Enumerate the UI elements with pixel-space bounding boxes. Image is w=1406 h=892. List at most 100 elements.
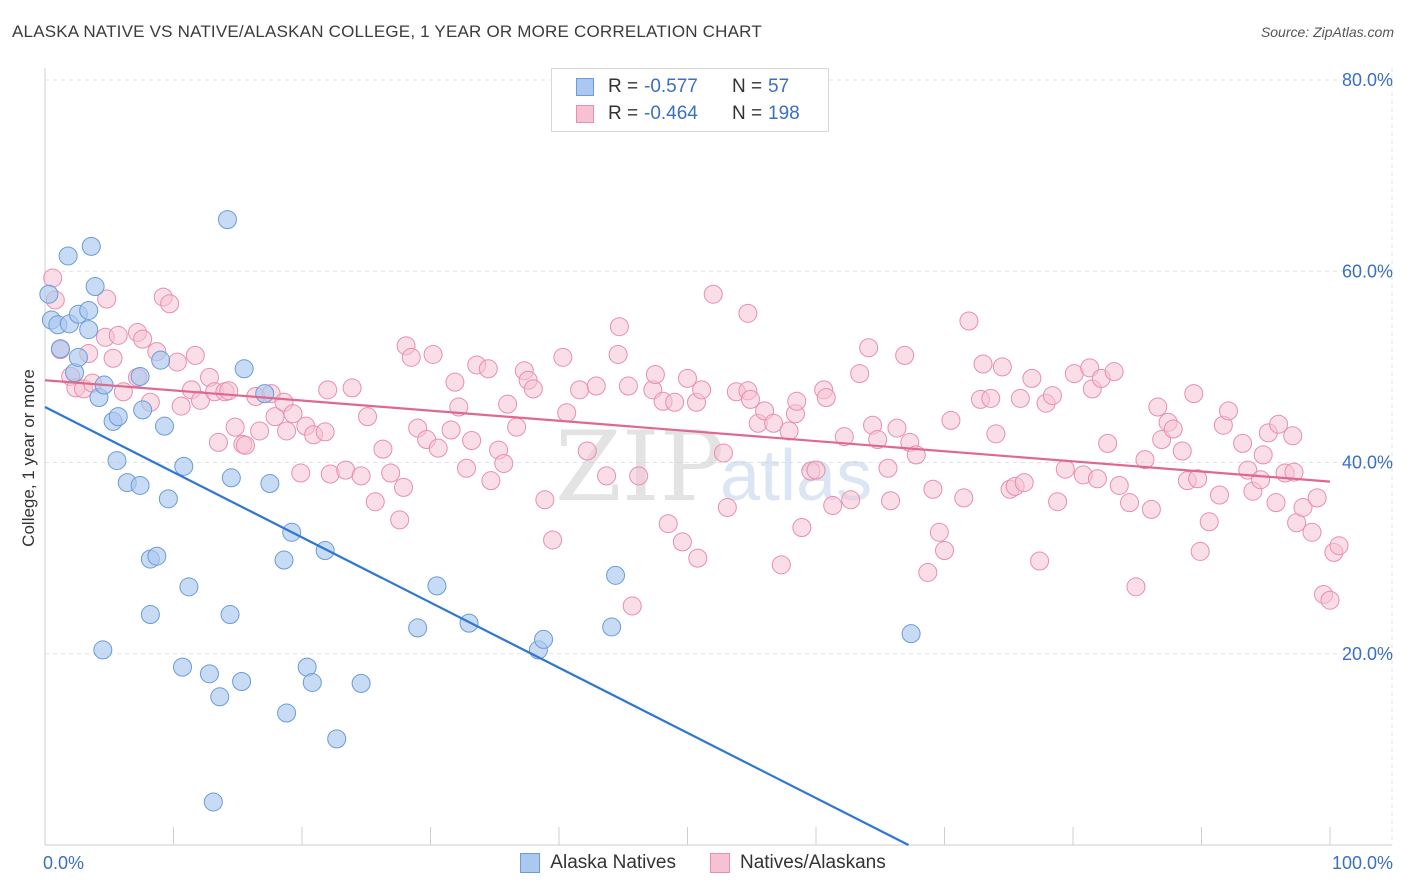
data-point-pink [645, 365, 665, 385]
data-point-pink [1104, 362, 1124, 382]
data-point-blue [602, 617, 622, 637]
data-point-pink [219, 381, 239, 401]
data-point-blue [217, 210, 237, 230]
data-point-pink [771, 555, 791, 575]
data-point-blue [39, 284, 59, 304]
data-point-pink [935, 540, 954, 560]
legend-item-alaska-natives[interactable]: Alaska Natives [520, 852, 676, 874]
data-point-pink [1087, 469, 1107, 489]
data-point-pink [283, 404, 303, 424]
data-point-pink [1253, 445, 1273, 465]
trend-lines [44, 379, 1331, 846]
legend-swatch-blue [576, 78, 594, 96]
data-point-pink [1109, 475, 1129, 495]
data-point-pink [456, 458, 476, 478]
data-point-blue [50, 339, 70, 359]
data-point-pink [1329, 536, 1349, 556]
data-point-pink [1163, 419, 1183, 439]
data-point-blue [351, 673, 371, 693]
data-point-pink [859, 338, 879, 358]
data-point-pink [1190, 541, 1210, 561]
legend-label: Natives/Alaskans [739, 852, 886, 873]
data-point-pink [1251, 470, 1271, 490]
data-point-pink [1209, 485, 1229, 505]
data-point-pink [494, 453, 514, 473]
data-point-blue [85, 277, 105, 297]
data-point-blue [234, 359, 254, 379]
data-point-blue [534, 629, 554, 649]
n-value: 57 [768, 76, 790, 97]
data-point-pink [717, 497, 737, 517]
stats-legend: R = -0.577 N = 57 R = -0.464 N = 198 [551, 68, 829, 132]
trend-line-alaska-natives [44, 406, 910, 846]
data-point-pink [738, 303, 758, 323]
data-point-blue [155, 416, 175, 436]
x-tick-label-max: 100.0% [1332, 853, 1393, 873]
tick-labels: 20.0% 40.0% 60.0% 80.0% 0.0% 100.0% [43, 70, 1393, 873]
data-point-pink [608, 344, 628, 364]
legend-item-natives-alaskans[interactable]: Natives/Alaskans [709, 852, 886, 874]
data-point-pink [941, 410, 961, 430]
data-point-pink [1126, 577, 1146, 597]
data-point-pink [1030, 551, 1050, 571]
data-point-pink [806, 460, 826, 480]
data-point-pink [672, 532, 692, 552]
n-value: 198 [768, 103, 800, 124]
data-point-blue [327, 729, 347, 749]
data-point-blue [606, 565, 626, 585]
data-point-blue [220, 605, 240, 625]
data-point-pink [225, 417, 245, 437]
data-point-blue [81, 236, 101, 256]
data-point-blue [315, 540, 335, 560]
data-point-pink [981, 388, 1001, 408]
data-point-blue [221, 468, 241, 488]
data-point-blue [203, 792, 223, 812]
data-point-pink [43, 268, 63, 288]
data-point-pink [318, 380, 338, 400]
data-point-pink [895, 345, 915, 365]
data-point-pink [1135, 450, 1155, 470]
data-point-pink [1098, 433, 1118, 453]
y-tick-label: 60.0% [1342, 261, 1393, 281]
data-point-pink [792, 518, 812, 538]
data-point-pink [609, 317, 629, 337]
data-point-blue [140, 605, 160, 625]
data-point-pink [315, 422, 335, 442]
data-point-pink [787, 391, 807, 411]
data-point-pink [1172, 441, 1192, 461]
y-axis-label: College, 1 year or more [19, 369, 38, 547]
data-point-pink [1120, 493, 1140, 513]
data-point-pink [929, 522, 949, 542]
data-point-pink [190, 390, 210, 410]
source-label: Source: ZipAtlas.com [1260, 24, 1394, 40]
r-label: R = [608, 76, 639, 97]
data-point-pink [570, 380, 590, 400]
data-point-pink [250, 421, 270, 441]
data-point-pink [523, 379, 543, 399]
data-point-pink [887, 418, 907, 438]
legend-row-alaska-natives: R = -0.577 N = 57 [576, 74, 808, 100]
data-point-pink [103, 348, 123, 368]
r-value: -0.464 [644, 103, 698, 124]
data-point-blue [79, 300, 99, 320]
data-point-blue [68, 347, 88, 367]
data-point-blue [174, 456, 194, 476]
data-point-blue [151, 350, 171, 370]
data-point-pink [959, 311, 979, 331]
data-point-pink [462, 431, 482, 451]
data-point-pink [1141, 499, 1161, 519]
legend-swatch-pink [709, 853, 730, 873]
data-point-blue [277, 703, 297, 723]
data-point-pink [1184, 384, 1204, 404]
data-point-pink [1284, 462, 1304, 482]
data-point-pink [108, 325, 128, 345]
data-point-pink [291, 463, 311, 483]
data-point-pink [507, 417, 527, 437]
data-point-blue [147, 546, 167, 566]
data-point-pink [692, 380, 712, 400]
series-natives-alaskans [43, 268, 1349, 616]
data-point-blue [108, 407, 128, 427]
data-point-pink [1042, 386, 1062, 406]
data-point-pink [441, 420, 461, 440]
data-point-pink [918, 562, 938, 582]
